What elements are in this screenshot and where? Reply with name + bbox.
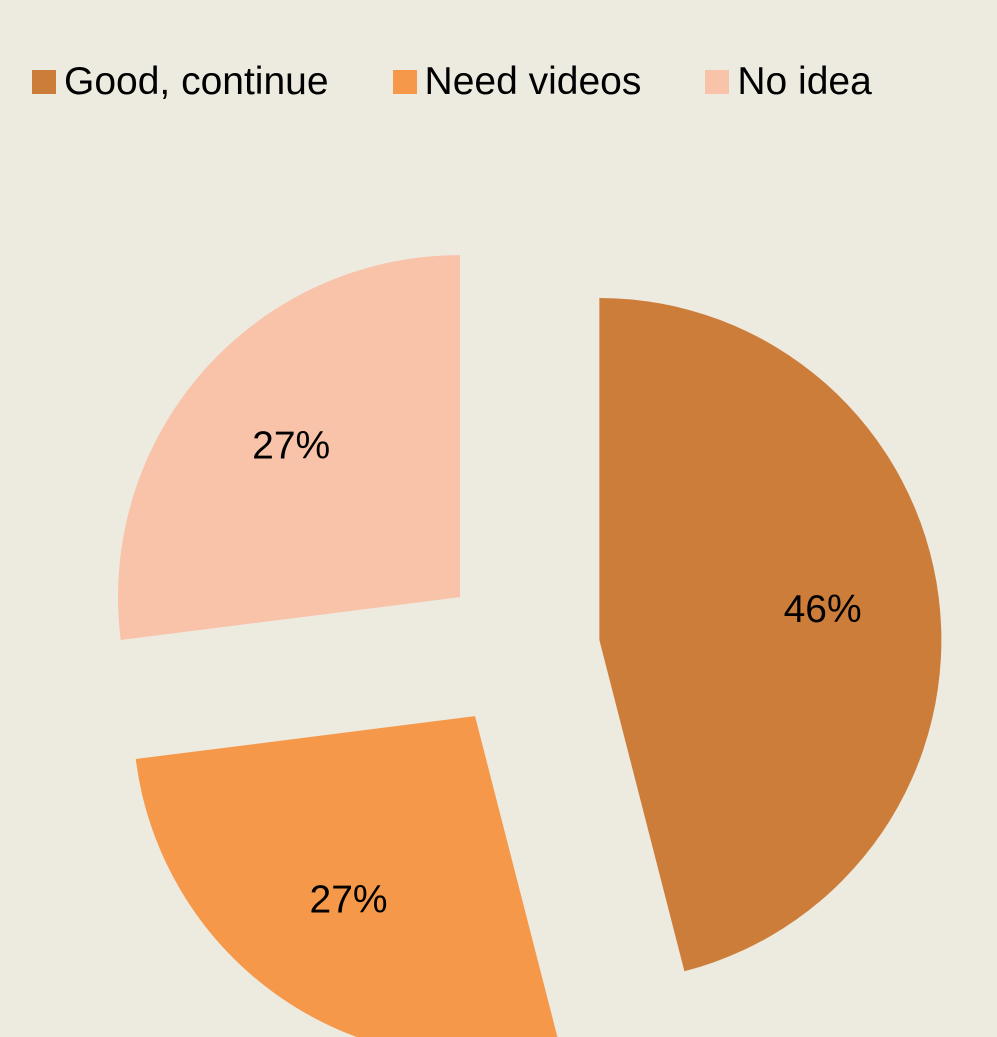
legend-item-need-videos: Need videos [392,60,642,104]
legend-swatch-no-idea [705,70,730,94]
legend-swatch-good-continue [32,70,56,94]
pie-slice-need-videos [135,716,558,1037]
legend-label-good-continue: Good, continue [64,60,329,103]
legend-label-no-idea: No idea [737,60,872,103]
data-label-good-continue: 46% [784,588,862,631]
legend: Good, continue Need videos No idea [32,60,936,104]
pie-slice-no-idea [117,255,460,640]
pie-slice-good-continue [599,297,942,972]
data-label-no-idea: 27% [252,425,330,468]
legend-item-no-idea: No idea [705,60,872,104]
data-label-need-videos: 27% [310,879,388,922]
legend-swatch-need-videos [392,70,417,94]
legend-item-good-continue: Good, continue [32,60,329,104]
legend-label-need-videos: Need videos [424,60,642,103]
